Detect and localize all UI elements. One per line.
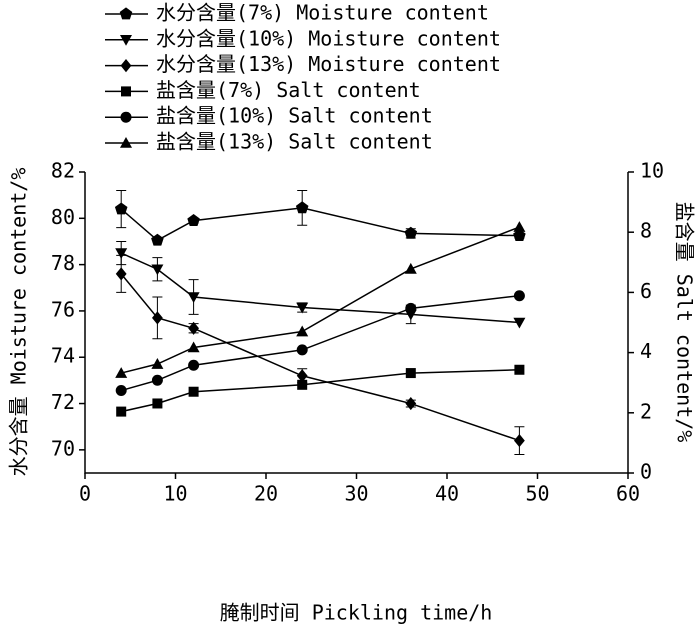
marker xyxy=(120,111,132,123)
marker xyxy=(120,59,132,73)
y2-tick-label: 8 xyxy=(640,219,652,243)
y-tick-label: 82 xyxy=(51,159,75,183)
y-tick-label: 72 xyxy=(51,390,75,414)
x-axis-label: 腌制时间 Pickling time/h xyxy=(220,601,493,625)
marker xyxy=(187,292,200,304)
x-tick-label: 10 xyxy=(163,482,187,506)
marker xyxy=(295,201,309,214)
legend-label: 水分含量(10%) Moisture content xyxy=(156,26,501,50)
y-tick-label: 78 xyxy=(51,251,75,275)
legend-label: 水分含量(7%) Moisture content xyxy=(156,1,489,25)
series-line xyxy=(120,273,520,442)
x-tick-label: 60 xyxy=(616,482,640,506)
x-tick-label: 40 xyxy=(435,482,459,506)
y-tick-label: 76 xyxy=(51,297,75,321)
legend-label: 盐含量(7%) Salt content xyxy=(156,78,421,102)
marker xyxy=(115,385,127,397)
y2-tick-label: 10 xyxy=(640,159,664,183)
marker xyxy=(296,325,309,337)
marker xyxy=(296,302,309,314)
series-line xyxy=(121,369,520,413)
y-tick-label: 70 xyxy=(51,436,75,460)
marker xyxy=(513,221,526,232)
y2-tick-label: 6 xyxy=(640,279,652,303)
series-line xyxy=(121,226,520,374)
marker xyxy=(152,311,163,325)
marker xyxy=(115,367,128,378)
series-line xyxy=(120,294,520,392)
y-tick-label: 80 xyxy=(51,205,75,229)
marker xyxy=(120,137,132,148)
marker xyxy=(115,267,127,281)
marker xyxy=(297,379,308,390)
marker xyxy=(151,264,164,276)
marker xyxy=(187,214,200,226)
marker xyxy=(116,406,127,417)
marker xyxy=(514,364,525,375)
marker xyxy=(151,358,164,369)
axes-frame xyxy=(84,172,629,474)
y2-axis-label: 盐含量 Salt content/% xyxy=(673,202,697,443)
marker xyxy=(405,396,417,411)
marker xyxy=(405,302,417,314)
series-line xyxy=(120,252,520,324)
marker xyxy=(152,398,163,409)
marker xyxy=(513,229,526,242)
marker xyxy=(119,7,133,20)
marker xyxy=(404,226,418,239)
marker xyxy=(296,344,308,356)
marker xyxy=(188,386,199,397)
x-tick-label: 30 xyxy=(344,482,368,506)
legend-label: 盐含量(13%) Salt content xyxy=(156,130,433,154)
marker xyxy=(513,317,526,329)
marker xyxy=(151,233,164,246)
marker xyxy=(405,368,416,379)
marker xyxy=(188,321,199,335)
y2-tick-label: 4 xyxy=(640,339,652,363)
marker xyxy=(115,248,128,260)
marker xyxy=(513,290,525,302)
marker xyxy=(121,86,131,97)
series-line xyxy=(120,207,520,242)
marker xyxy=(120,35,132,46)
marker xyxy=(514,433,525,448)
y-tick-label: 74 xyxy=(51,344,75,368)
y2-tick-label: 2 xyxy=(640,399,652,423)
legend-label: 水分含量(13%) Moisture content xyxy=(156,52,501,76)
marker xyxy=(187,341,200,353)
legend-label: 盐含量(10%) Salt content xyxy=(156,104,433,128)
marker xyxy=(114,202,128,215)
x-tick-label: 20 xyxy=(254,482,278,506)
x-tick-label: 0 xyxy=(79,482,91,506)
marker xyxy=(188,359,200,371)
x-tick-label: 50 xyxy=(525,482,549,506)
marker xyxy=(296,369,308,383)
y-axis-label: 水分含量 Moisture content/% xyxy=(7,168,31,477)
marker xyxy=(151,374,163,386)
y2-tick-label: 0 xyxy=(640,460,652,484)
marker xyxy=(404,262,417,274)
